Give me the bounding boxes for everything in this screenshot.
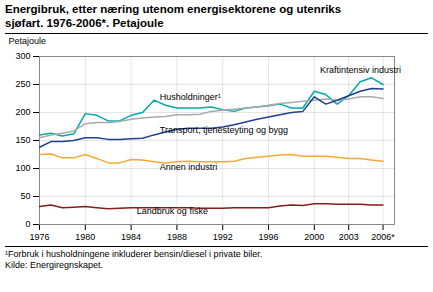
html-text:Energibruk, etter næring uteno: Energibruk, etter næring utenom energise… [5, 3, 342, 29]
svg-text:0: 0 [25, 219, 30, 229]
svg-text:2003: 2003 [339, 231, 359, 241]
svg-text:100: 100 [15, 163, 30, 173]
svg-text:1976: 1976 [29, 231, 49, 241]
svg-text:300: 300 [15, 51, 30, 61]
svg-text:1992: 1992 [213, 231, 233, 241]
svg-text:Annen industri: Annen industri [160, 162, 218, 172]
svg-text:1996: 1996 [259, 231, 279, 241]
svg-text:Transport, tjenesteyting og by: Transport, tjenesteyting og bygg [160, 124, 288, 134]
svg-text:Petajoule: Petajoule [9, 35, 47, 45]
svg-text:1988: 1988 [167, 231, 187, 241]
svg-text:Husholdninger¹: Husholdninger¹ [160, 91, 221, 101]
svg-text:Landbruk og fiske: Landbruk og fiske [137, 205, 208, 215]
svg-text:1984: 1984 [121, 231, 141, 241]
svg-text:50: 50 [20, 191, 30, 201]
svg-text:200: 200 [15, 107, 30, 117]
svg-text:2006*: 2006* [371, 231, 395, 241]
svg-text:250: 250 [15, 79, 30, 89]
svg-text:Kraftintensiv industri: Kraftintensiv industri [320, 65, 401, 75]
html-text:¹Forbruk i husholdningene inkl: ¹Forbruk i husholdningene inkluderer ben… [5, 248, 263, 259]
svg-text:150: 150 [15, 135, 30, 145]
svg-text:2000: 2000 [304, 231, 324, 241]
html-text:Kilde: Energiregnskapet.: Kilde: Energiregnskapet. [5, 259, 104, 270]
svg-text:1980: 1980 [75, 231, 95, 241]
